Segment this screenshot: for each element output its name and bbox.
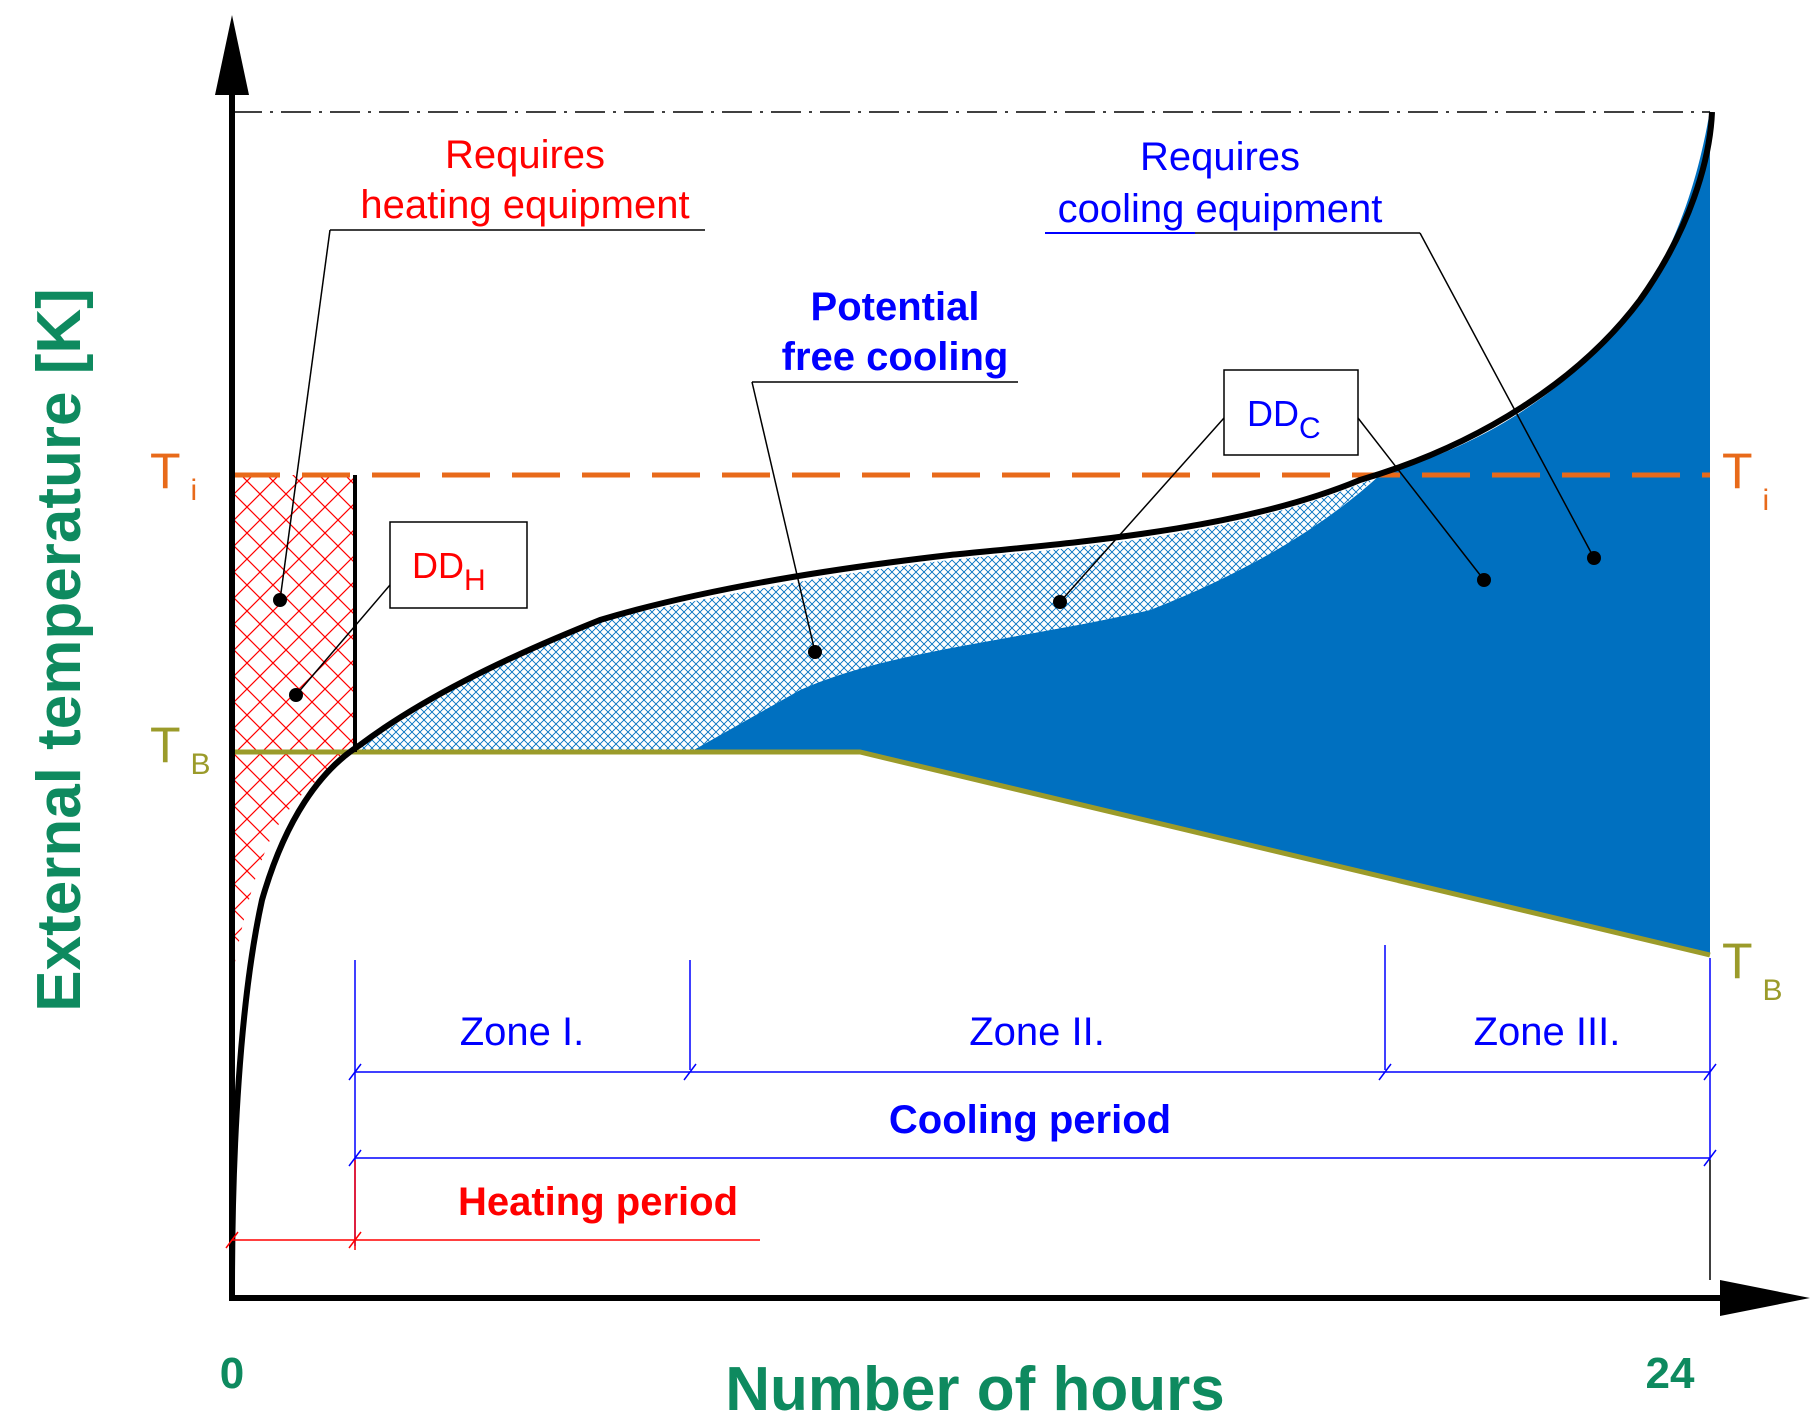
free-cooling-leader-line xyxy=(751,381,816,653)
ddc-leader-dot-right xyxy=(1477,573,1491,587)
ddc-box xyxy=(1223,369,1359,456)
zone-tick-1-2 xyxy=(683,1063,697,1081)
cooling-equipment-region xyxy=(690,110,1710,955)
ddc-leader-line-right xyxy=(1357,417,1485,581)
heating-leader-dot xyxy=(273,593,287,607)
y-axis-arrow xyxy=(215,15,249,95)
ddh-box xyxy=(389,521,528,609)
zone-tick-2-3 xyxy=(1378,1063,1392,1081)
heating-equipment-label-line2: heating equipment xyxy=(360,183,689,227)
ddh-leader-line xyxy=(295,584,391,696)
heating-period-label: Heating period xyxy=(458,1180,738,1224)
zone-2-label: Zone II. xyxy=(969,1010,1105,1054)
cooling-period-label: Cooling period xyxy=(889,1098,1171,1142)
free-cooling-leader-dot xyxy=(808,645,822,659)
cooling-period-tick-start xyxy=(348,1149,362,1167)
ddc-label: DDC xyxy=(1247,393,1321,445)
free-cooling-label-line1: Potential xyxy=(811,285,980,329)
ddh-label: DDH xyxy=(412,545,486,597)
ddh-leader-dot xyxy=(289,688,303,702)
cooling-period-tick-end xyxy=(1703,1149,1717,1167)
temperature-duration-curve xyxy=(229,111,1715,1291)
tb-line xyxy=(232,749,1711,958)
cooling-leader-line xyxy=(1419,232,1595,559)
x-tick-start: 0 xyxy=(220,1349,244,1398)
free-cooling-label-line2: free cooling xyxy=(782,335,1009,379)
cooling-equipment-label-line1: Requires xyxy=(1140,135,1300,179)
cooling-leader-dot xyxy=(1587,551,1601,565)
zone-3-label: Zone III. xyxy=(1474,1010,1621,1054)
heating-region xyxy=(232,475,355,980)
heating-equipment-label-line1: Requires xyxy=(445,133,605,177)
ti-right-label: Ti xyxy=(1722,443,1769,517)
zone-tick-end xyxy=(1703,1063,1717,1081)
heating-leader-line xyxy=(279,229,331,601)
ddc-leader-line-left xyxy=(1059,417,1225,603)
free-cooling-region xyxy=(355,478,1375,752)
zone-1-label: Zone I. xyxy=(460,1010,585,1054)
ddc-leader-dot-left xyxy=(1053,595,1067,609)
heating-period-tick-start xyxy=(225,1231,239,1249)
tb-right-label: TB xyxy=(1722,933,1783,1007)
x-tick-end: 24 xyxy=(1646,1349,1695,1398)
x-axis-arrow xyxy=(1720,1280,1810,1316)
y-axis-label: External temperature [K] xyxy=(25,288,94,1012)
x-axis-label: Number of hours xyxy=(725,1355,1224,1424)
cooling-equipment-label-line2: cooling equipment xyxy=(1058,187,1383,231)
zone-tick-start xyxy=(348,1063,362,1081)
